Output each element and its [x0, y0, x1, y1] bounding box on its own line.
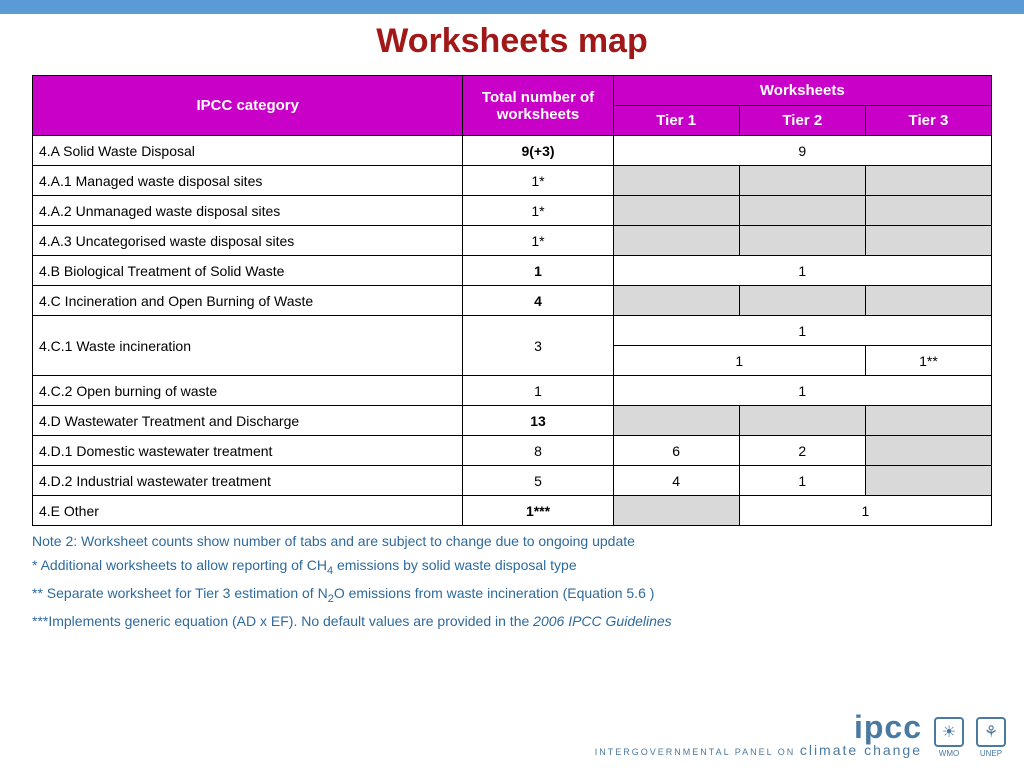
- table-row: 4.A.2 Unmanaged waste disposal sites1*: [33, 196, 992, 226]
- footer: ipcc INTERGOVERNMENTAL PANEL ON climate …: [595, 713, 1006, 758]
- ipcc-logo: ipcc INTERGOVERNMENTAL PANEL ON climate …: [595, 713, 922, 758]
- table-row: 4.C Incineration and Open Burning of Was…: [33, 286, 992, 316]
- table-row: 4.A Solid Waste Disposal9(+3)9: [33, 136, 992, 166]
- col-tier2: Tier 2: [739, 106, 865, 136]
- worksheets-table: IPCC category Total number of worksheets…: [32, 75, 992, 526]
- note: Note 2: Worksheet counts show number of …: [32, 532, 992, 550]
- top-bar: [0, 0, 1024, 14]
- col-worksheets: Worksheets: [613, 76, 991, 106]
- note: ***Implements generic equation (AD x EF)…: [32, 612, 992, 630]
- col-category: IPCC category: [33, 76, 463, 136]
- wmo-badge: ☀WMO: [934, 717, 964, 758]
- table-row: 4.C.2 Open burning of waste11: [33, 376, 992, 406]
- table-row: 4.D Wastewater Treatment and Discharge13: [33, 406, 992, 436]
- col-total: Total number of worksheets: [463, 76, 613, 136]
- note: ** Separate worksheet for Tier 3 estimat…: [32, 584, 992, 606]
- table-header: IPCC category Total number of worksheets…: [33, 76, 992, 136]
- table-row: 4.E Other1***1: [33, 496, 992, 526]
- table-row: 4.D.1 Domestic wastewater treatment862: [33, 436, 992, 466]
- table-row: 4.C.1 Waste incineration31: [33, 316, 992, 346]
- col-tier1: Tier 1: [613, 106, 739, 136]
- page-title: Worksheets map: [0, 22, 1024, 61]
- table-row: 4.A.3 Uncategorised waste disposal sites…: [33, 226, 992, 256]
- unep-badge: ⚘UNEP: [976, 717, 1006, 758]
- col-tier3: Tier 3: [865, 106, 991, 136]
- note: * Additional worksheets to allow reporti…: [32, 556, 992, 578]
- table-row: 4.A.1 Managed waste disposal sites1*: [33, 166, 992, 196]
- notes: Note 2: Worksheet counts show number of …: [32, 532, 992, 631]
- table-row: 4.B Biological Treatment of Solid Waste1…: [33, 256, 992, 286]
- table-row: 4.D.2 Industrial wastewater treatment541: [33, 466, 992, 496]
